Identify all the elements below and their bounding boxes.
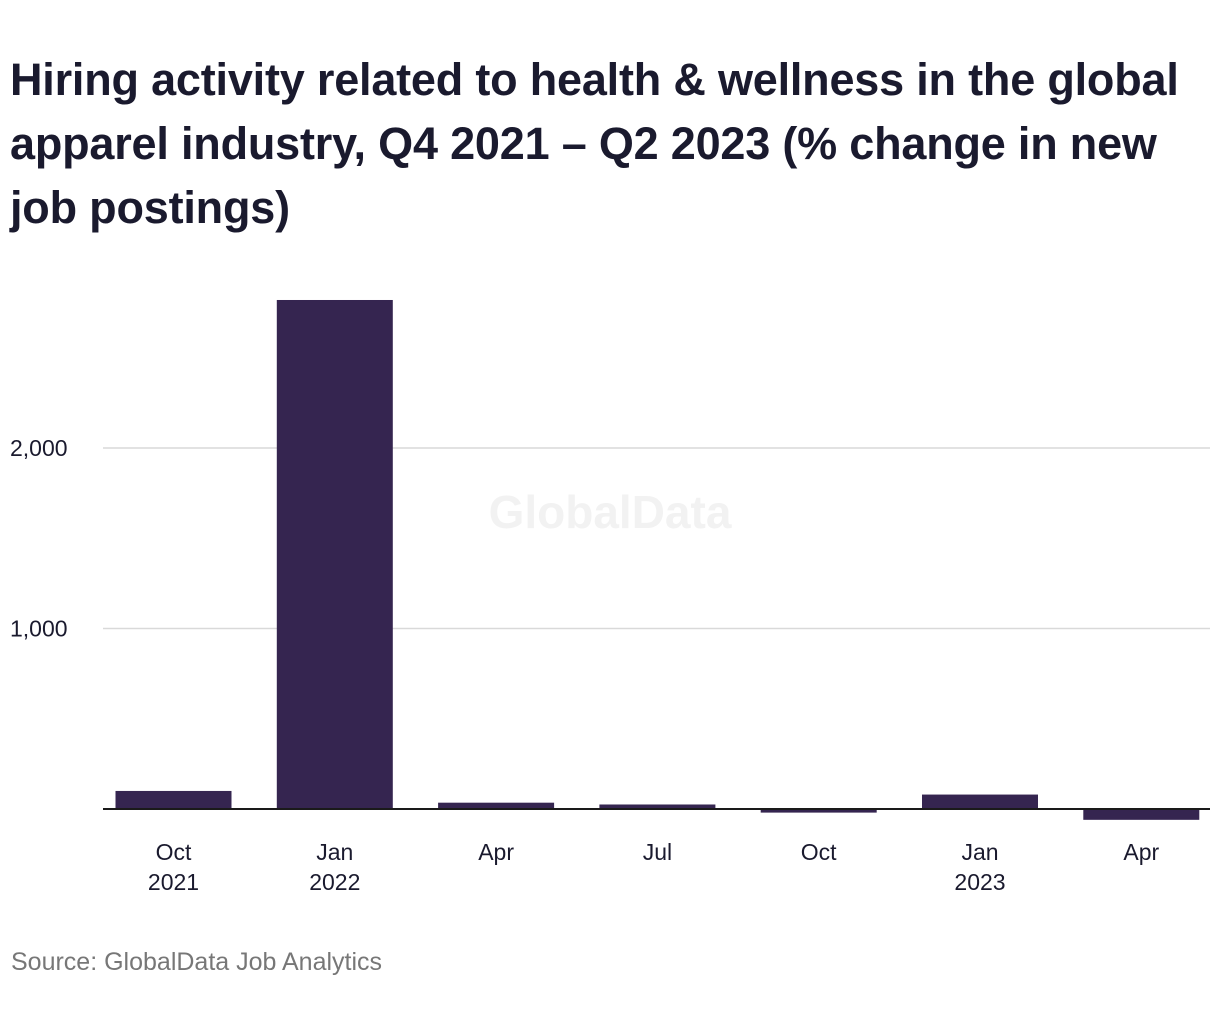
bar [760, 809, 877, 813]
x-tick-year-label: 2023 [954, 869, 1005, 895]
x-tick-year-label: 2022 [309, 869, 360, 895]
bar [922, 794, 1038, 809]
watermark-text: GlobalData [489, 486, 732, 538]
y-tick-label: 2,000 [10, 435, 68, 461]
y-axis-tick-labels: 1,000 2,000 [10, 435, 68, 642]
bar [276, 299, 393, 809]
bar [438, 802, 555, 809]
bar-chart: GlobalData 1,000 2,000 Oct 2021 Jan 2022 Apr J… [10, 299, 1210, 895]
bar [1083, 809, 1200, 820]
x-tick-label: Oct [801, 839, 837, 865]
chart-title: Hiring activity related to health & well… [10, 54, 1179, 233]
y-tick-label: 1,000 [10, 616, 68, 642]
x-tick-label: Apr [478, 839, 514, 865]
gridlines [103, 447, 1210, 630]
x-tick-label: Oct [156, 839, 192, 865]
x-tick-label: Apr [1123, 839, 1159, 865]
bars [115, 299, 1200, 820]
x-tick-label: Jan [316, 839, 353, 865]
x-tick-year-label: 2021 [148, 869, 199, 895]
bar [115, 790, 232, 809]
x-tick-label: Jul [643, 839, 672, 865]
bar [599, 804, 716, 809]
x-tick-label: Jan [961, 839, 998, 865]
x-axis-tick-labels: Oct 2021 Jan 2022 Apr Jul Oct Jan 2023 Apr [148, 839, 1160, 895]
source-note: Source: GlobalData Job Analytics [11, 948, 383, 976]
